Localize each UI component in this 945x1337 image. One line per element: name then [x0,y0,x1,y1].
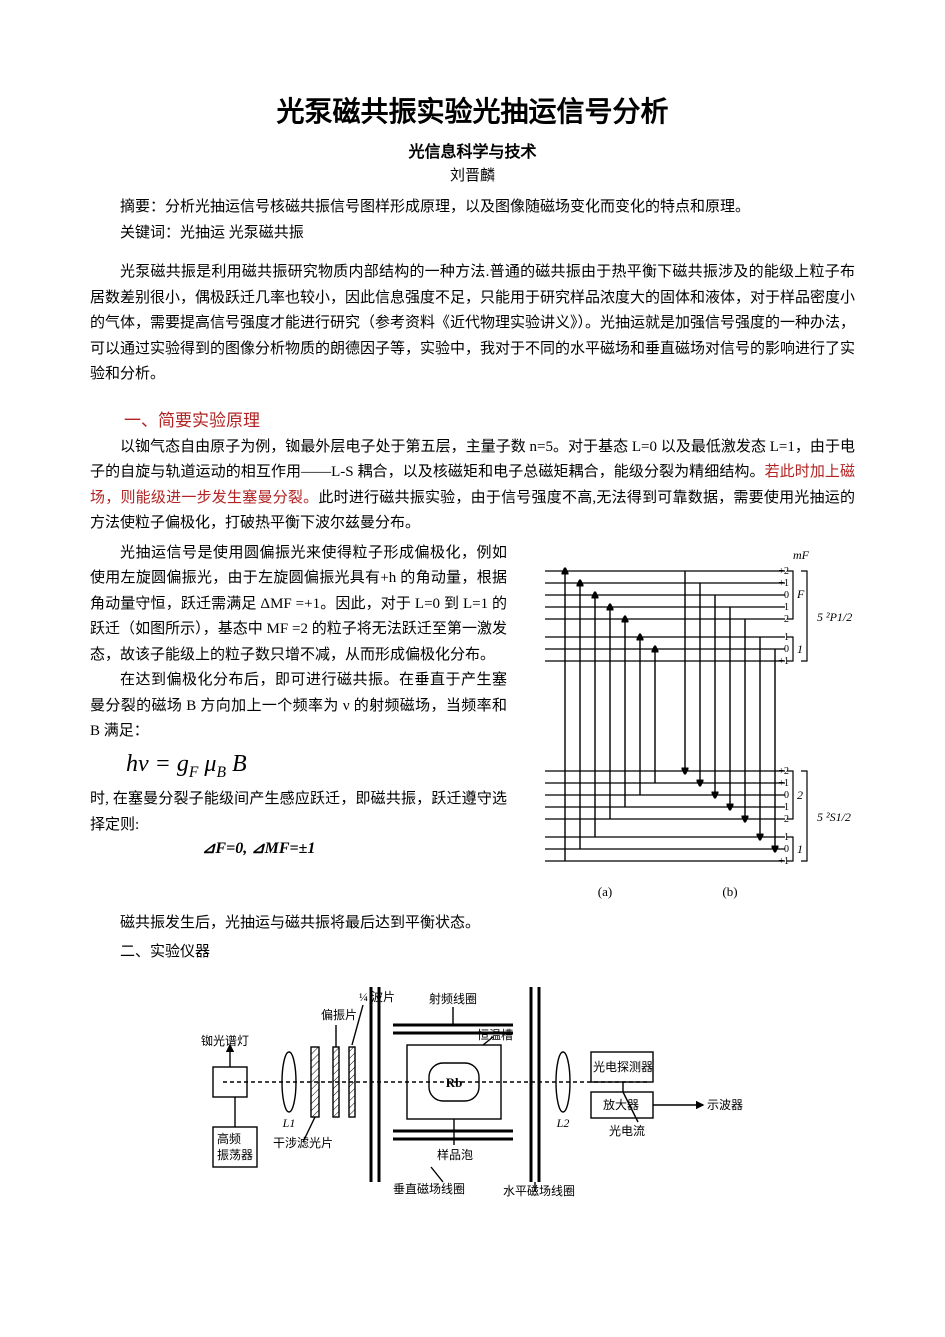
mF-l0: +2 [778,766,789,777]
section-1-heading: 一、简要实验原理 [90,406,855,431]
mF-u7: +1 [778,656,789,667]
mF-u1: +1 [778,578,789,589]
section-2-heading: 二、实验仪器 [90,940,855,961]
detector-label: 光电探测器 [593,1060,653,1074]
keywords-text: 光抽运 光泵磁共振 [180,225,304,241]
lamp-label: 铷光谱灯 [201,1033,249,1048]
lower-F2-label: 2 [797,788,803,802]
page-subtitle: 光信息科学与技术 [90,138,855,162]
abstract: 摘要：分析光抽运信号核磁共振信号图样形成原理，以及图像随磁场变化而变化的特点和原… [90,195,855,221]
mF-l1: +1 [778,778,789,789]
mF-u5: −1 [778,632,789,643]
section1-p3: 在达到偏极化分布后，即可进行磁共振。在垂直于产生塞曼分裂的磁场 B 方向加上一个… [90,668,507,745]
polarizer-label: 偏振片 [321,1007,357,1022]
lower-F1-label: 1 [797,842,803,856]
p1a: 以铷气态自由原子为例，铷最外层电子处于第五层，主量子数 n=5。对于基态 L=0… [90,439,855,481]
amp-label: 放大器 [603,1097,639,1112]
quarterwave-label: ¼ 波片 [359,990,395,1004]
hfosc-label-1: 高频 [217,1131,241,1146]
author-name: 刘晋麟 [90,164,855,185]
upper-F1-label: 1 [797,642,803,656]
mF-u3: −1 [778,602,789,613]
apparatus-diagram: Rb 铷光谱灯 高频 振荡器 干涉 [193,967,753,1197]
mF-l7: +1 [778,856,789,867]
mF-u0: +2 [778,566,789,577]
page-title: 光泵磁共振实验光抽运信号分析 [90,90,855,130]
panel-a-label: (a) [598,884,612,899]
energy-level-diagram: mF F 1 5 ²P1/2 2 1 5 ²S1/2 +2 +1 0 −1 −2… [525,541,855,911]
thermostat-label: 恒温槽 [477,1028,513,1042]
mF-u4: −2 [778,614,789,625]
sample-label: 样品泡 [437,1147,473,1162]
abstract-label: 摘要： [120,199,165,215]
filter-label: 干涉滤光片 [273,1136,333,1150]
mF-l5: −1 [778,832,789,843]
resonance-formula: hν = gF μB B [90,751,507,782]
horizcoil-label: 水平磁场线圈 [503,1183,575,1197]
keywords-label: 关键词： [120,225,180,241]
hfosc-label-2: 振荡器 [217,1148,253,1162]
mF-u2: 0 [784,590,789,601]
mF-l2: 0 [784,790,789,801]
mF-u6: 0 [784,644,789,655]
section1-p4: 时, 在塞曼分裂子能级间产生感应跃迁，即磁共振，跃迁遵守选择定则: [90,787,507,838]
intro-paragraph: 光泵磁共振是利用磁共振研究物质内部结构的一种方法.普通的磁共振由于热平衡下磁共振… [90,260,855,388]
upper-F-label: F [796,587,805,601]
photocurrent-label: 光电流 [609,1124,645,1138]
mF-l6: 0 [784,844,789,855]
L1-label: L1 [281,1116,295,1130]
mF-l4: −2 [778,814,789,825]
L2-label: L2 [555,1116,569,1130]
vertcoil-label: 垂直磁场线圈 [393,1181,465,1196]
scope-label: 示波器 [707,1098,743,1112]
lower-term-label: 5 ²S1/2 [817,810,851,824]
rb-label: Rb [445,1075,462,1090]
mF-axis-label: mF [793,548,810,562]
selection-rule: ⊿F=0, ⊿MF=±1 [202,838,507,858]
upper-term-label: 5 ²P1/2 [817,610,852,624]
keywords: 关键词：光抽运 光泵磁共振 [90,221,855,247]
abstract-text: 分析光抽运信号核磁共振信号图样形成原理，以及图像随磁场变化而变化的特点和原理。 [165,199,750,215]
mF-l3: −1 [778,802,789,813]
panel-b-label: (b) [722,884,737,899]
section1-p1: 以铷气态自由原子为例，铷最外层电子处于第五层，主量子数 n=5。对于基态 L=0… [90,435,855,537]
rfcoil-label: 射频线圈 [429,991,477,1006]
section1-p5: 磁共振发生后，光抽运与磁共振将最后达到平衡状态。 [90,911,855,937]
section1-p2: 光抽运信号是使用圆偏振光来使得粒子形成偏极化，例如使用左旋圆偏振光，由于左旋圆偏… [90,541,507,669]
